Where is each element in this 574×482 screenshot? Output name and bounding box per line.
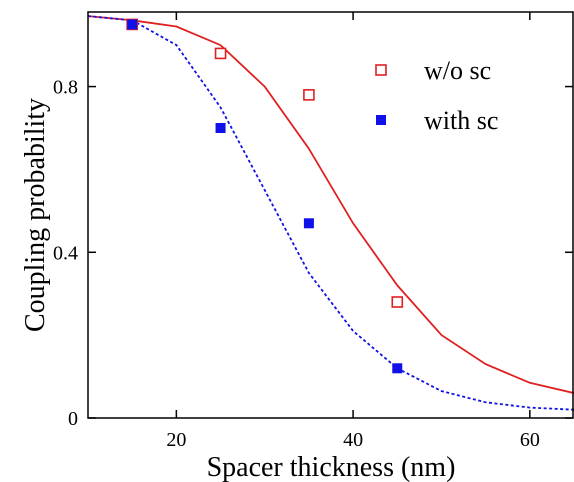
- plot-frame: [87, 11, 574, 419]
- data-point-wo-sc: [214, 47, 227, 60]
- data-point-with-sc: [127, 19, 138, 30]
- legend-label-wo-sc: w/o sc: [424, 56, 491, 85]
- fit-curve-dotted: [87, 15, 574, 411]
- y-axis-ticks: 0 0.4 0.8: [53, 77, 573, 430]
- legend: w/o sc with sc: [375, 56, 498, 135]
- y-tick-label: 0.8: [53, 77, 78, 99]
- data-point-with-sc: [392, 363, 403, 374]
- y-tick-label: 0: [68, 408, 78, 430]
- data-point-wo-sc: [391, 296, 404, 308]
- fit-curves: [87, 15, 574, 411]
- data-point-with-sc: [303, 218, 314, 229]
- y-tick-label: 0.4: [53, 242, 78, 264]
- legend-marker-wo-sc: [375, 64, 387, 76]
- data-point-wo-sc: [303, 89, 315, 101]
- y-axis-label: Coupling probability: [20, 98, 51, 332]
- x-tick-label: 60: [520, 429, 540, 451]
- x-axis-label: Spacer thickness (nm): [207, 452, 456, 482]
- legend-label-with-sc: with sc: [424, 106, 498, 135]
- fit-curve-solid: [87, 15, 574, 394]
- data-points: [126, 18, 404, 374]
- data-point-with-sc: [215, 123, 226, 133]
- x-axis-ticks: 20 40 60: [166, 12, 540, 451]
- legend-marker-with-sc: [376, 115, 386, 125]
- x-tick-label: 20: [166, 429, 186, 451]
- x-tick-label: 40: [343, 429, 363, 451]
